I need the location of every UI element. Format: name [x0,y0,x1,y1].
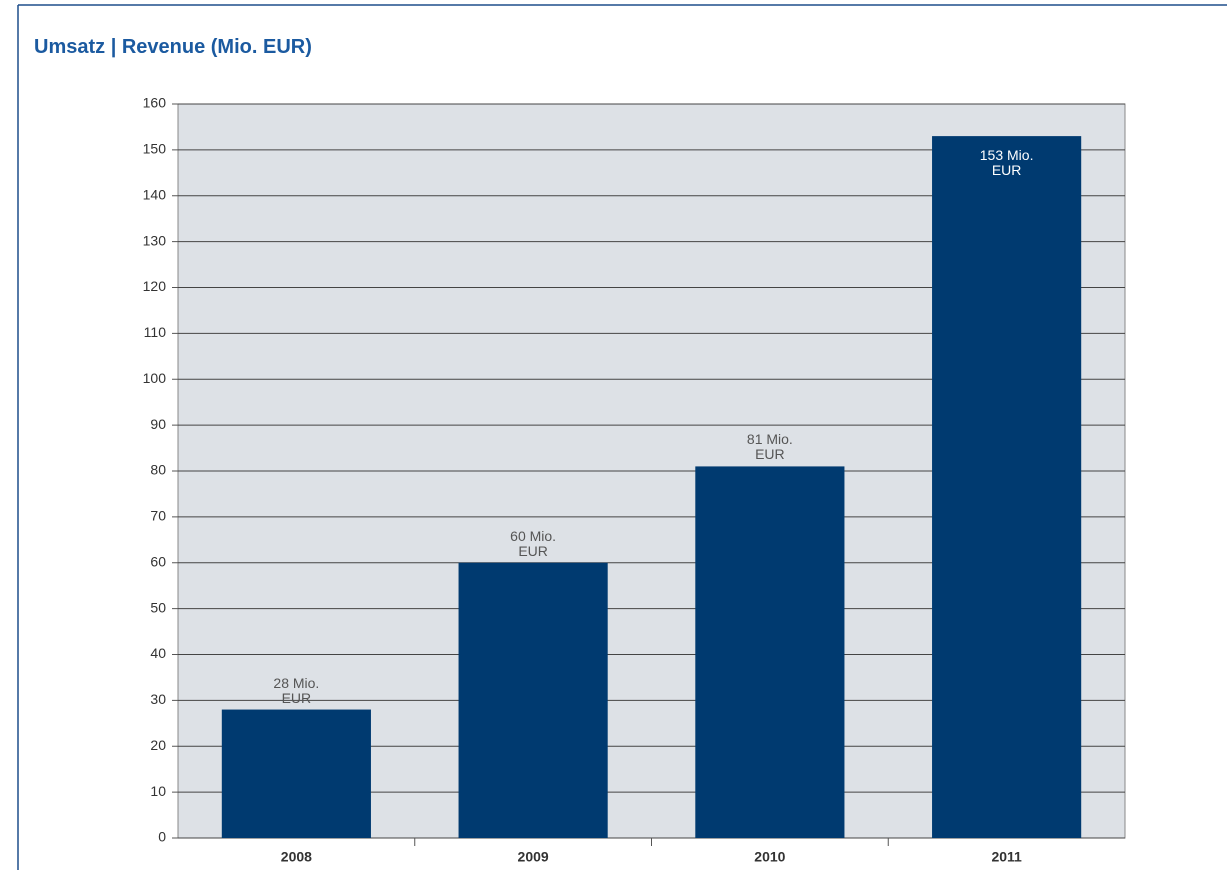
y-tick-label: 80 [150,462,166,478]
value-label: 81 Mio. EUR [746,431,793,463]
y-tick-label: 60 [150,553,166,569]
value-label: 153 Mio. EUR [979,147,1034,179]
bar [458,562,608,838]
y-tick-label: 30 [150,691,166,707]
bar [695,466,845,838]
x-tick-label: 2010 [754,849,785,865]
value-label: 60 Mio. EUR [510,527,557,559]
y-tick-label: 10 [150,783,166,799]
y-tick-label: 120 [143,278,167,294]
y-tick-label: 150 [143,141,167,157]
y-tick-label: 100 [143,370,167,386]
x-tick-label: 2008 [281,849,312,865]
y-tick-label: 40 [150,645,166,661]
y-tick-label: 140 [143,186,167,202]
y-tick-label: 160 [143,95,167,111]
x-tick-label: 2011 [991,849,1022,865]
y-tick-label: 50 [150,599,166,615]
bar [221,709,371,838]
y-tick-label: 110 [144,324,167,340]
x-tick-label: 2009 [518,849,549,865]
y-tick-label: 0 [158,829,166,845]
y-tick-label: 70 [150,508,166,524]
y-tick-label: 130 [143,232,167,248]
bar [932,136,1082,839]
value-label: 28 Mio. EUR [273,674,320,706]
chart-title: Umsatz | Revenue (Mio. EUR) [34,36,312,58]
y-tick-label: 20 [150,737,166,753]
y-tick-label: 90 [150,416,166,432]
